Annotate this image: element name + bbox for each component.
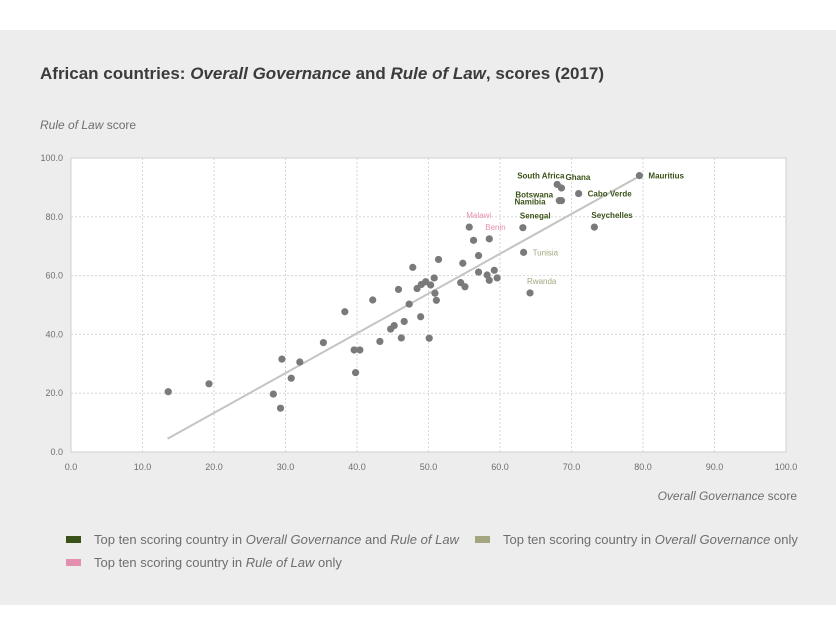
data-point xyxy=(432,296,440,304)
point-label-namibia: Namibia xyxy=(514,198,546,207)
data-point xyxy=(490,266,498,274)
data-point-rwanda xyxy=(526,289,534,297)
x-tick-label: 20.0 xyxy=(205,462,223,472)
point-label-ghana: Ghana xyxy=(565,173,590,182)
data-point xyxy=(369,296,377,304)
legend-swatch-rol-only xyxy=(66,559,81,567)
data-point xyxy=(485,276,493,284)
y-tick-label: 20.0 xyxy=(45,388,63,398)
y-tick-label: 100.0 xyxy=(40,153,63,163)
data-point-namibia xyxy=(557,197,566,205)
data-point xyxy=(351,369,360,377)
y-tick-label: 60.0 xyxy=(45,271,63,281)
legend-item-og-only: Top ten scoring country in Overall Gover… xyxy=(475,532,798,547)
data-point xyxy=(409,263,417,271)
data-point xyxy=(434,255,443,264)
x-tick-label: 0.0 xyxy=(65,462,78,472)
data-point xyxy=(205,380,213,388)
x-tick-label: 80.0 xyxy=(634,462,652,472)
grid-lines xyxy=(71,158,786,452)
chart-title: African countries: Overall Governance an… xyxy=(40,64,605,83)
point-label-cabo-verde: Cabo Verde xyxy=(588,190,633,199)
tick-labels: 0.0 10.0 20.0 30.0 40.0 50.0 60.0 70.0 80.0 90.0 1… xyxy=(40,153,797,472)
data-point xyxy=(278,355,286,363)
x-tick-label: 40.0 xyxy=(348,462,366,472)
point-label-south-africa: South Africa xyxy=(517,171,565,180)
legend-swatch-both xyxy=(66,536,81,544)
data-point xyxy=(493,274,501,282)
data-point xyxy=(376,337,384,346)
y-tick-label: 0.0 xyxy=(50,447,63,457)
data-point-malawi xyxy=(465,223,473,231)
data-point xyxy=(430,274,438,282)
x-tick-label: 30.0 xyxy=(277,462,295,472)
data-point xyxy=(461,283,469,291)
legend-label: Top ten scoring country in Overall Gover… xyxy=(94,532,459,547)
point-label-malawi: Malawi xyxy=(466,211,491,220)
data-point xyxy=(397,334,405,342)
data-point xyxy=(394,285,403,294)
data-point xyxy=(417,313,425,321)
data-point-cabo-verde xyxy=(575,189,583,198)
data-point xyxy=(269,390,277,398)
x-axis-label: Overall Governance score xyxy=(657,489,797,503)
y-tick-label: 80.0 xyxy=(45,212,63,222)
data-point xyxy=(164,388,172,396)
point-label-benin: Benin xyxy=(485,223,505,232)
legend-label: Top ten scoring country in Overall Gover… xyxy=(503,532,798,547)
data-point xyxy=(319,339,327,347)
data-point xyxy=(350,346,358,354)
data-point-tunisia xyxy=(519,248,528,256)
data-point-mauritius xyxy=(635,172,644,180)
data-point xyxy=(425,334,433,342)
data-point-senegal xyxy=(519,224,527,232)
legend-swatch-og-only xyxy=(475,536,490,544)
data-point-ghana xyxy=(557,184,566,192)
x-tick-label: 70.0 xyxy=(563,462,581,472)
y-tick-label: 40.0 xyxy=(45,329,63,339)
data-point xyxy=(427,281,435,289)
point-label-rwanda: Rwanda xyxy=(527,277,557,286)
legend-label: Top ten scoring country in Rule of Law o… xyxy=(94,555,342,570)
x-tick-label: 10.0 xyxy=(134,462,152,472)
point-label-tunisia: Tunisia xyxy=(533,248,559,257)
data-point xyxy=(400,317,408,326)
data-point xyxy=(474,268,483,276)
point-label-seychelles: Seychelles xyxy=(591,211,633,220)
legend-item-rol-only: Top ten scoring country in Rule of Law o… xyxy=(66,555,342,570)
point-label-mauritius: Mauritius xyxy=(648,172,684,181)
data-point xyxy=(390,321,398,330)
point-labels: Mauritius South Africa Ghana BotswanaNamibi… xyxy=(466,171,684,285)
legend-item-both: Top ten scoring country in Overall Gover… xyxy=(66,532,459,547)
x-tick-label: 100.0 xyxy=(775,462,798,472)
data-point-benin xyxy=(485,235,493,243)
data-point xyxy=(459,259,467,267)
x-tick-label: 90.0 xyxy=(706,462,724,472)
data-points xyxy=(164,172,644,412)
trend-line xyxy=(167,173,644,440)
data-point xyxy=(341,308,349,316)
data-point xyxy=(356,346,364,354)
data-point xyxy=(405,300,413,308)
point-label-botswana: Botswana xyxy=(515,191,553,200)
y-axis-label: Rule of Law score xyxy=(40,118,137,132)
data-point xyxy=(276,404,285,412)
data-point xyxy=(474,252,483,260)
point-label-senegal: Senegal xyxy=(520,212,551,221)
data-point xyxy=(296,358,304,366)
data-point xyxy=(431,289,439,297)
x-tick-label: 60.0 xyxy=(491,462,509,472)
x-tick-label: 50.0 xyxy=(420,462,438,472)
data-point xyxy=(287,374,295,382)
data-point xyxy=(469,236,478,244)
data-point-seychelles xyxy=(590,223,598,231)
